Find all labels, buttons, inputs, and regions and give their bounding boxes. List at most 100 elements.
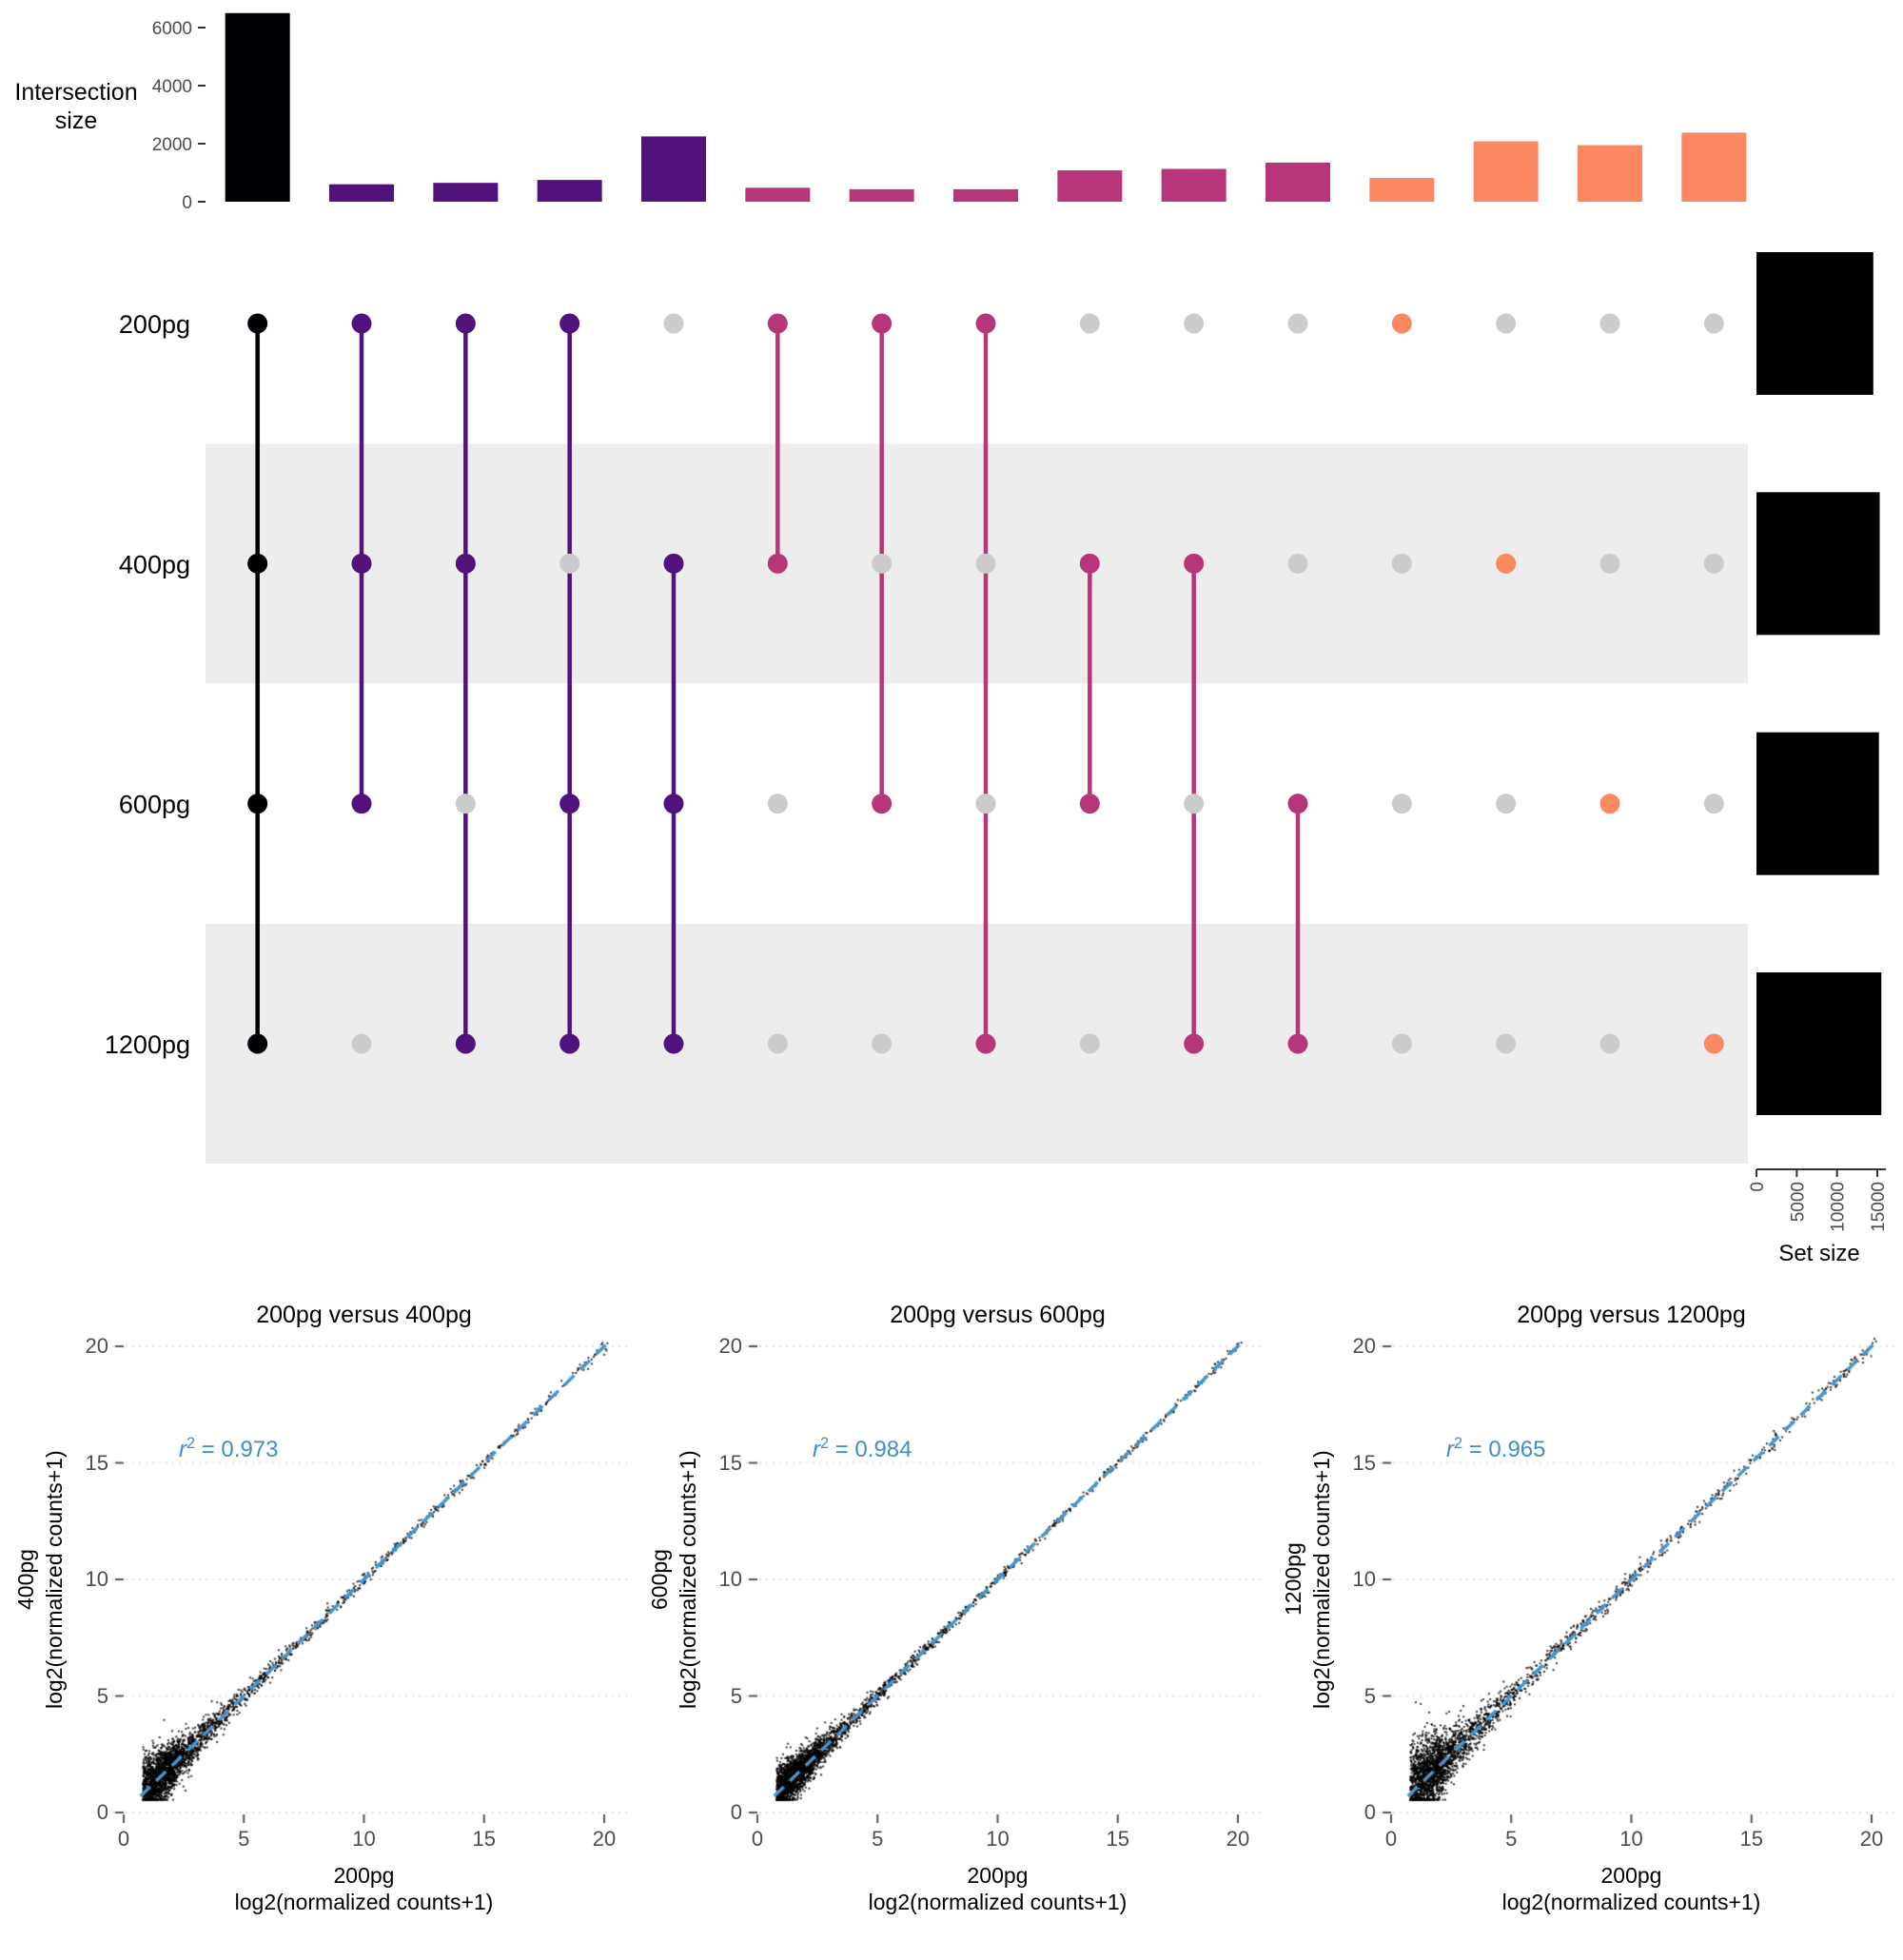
matrix-dot-active [351,313,372,334]
intersection-axis-tick-label: 2000 [152,135,192,155]
intersection-bar [1369,177,1435,202]
y-tick-label: 0 [730,1800,742,1824]
set-row-label: 400pg [119,550,190,578]
x-tick-label: 15 [1739,1827,1763,1851]
matrix-dot-active [559,794,580,814]
x-tick-label: 5 [872,1827,884,1851]
set-size-bar [1756,492,1880,636]
intersection-axis-title: Intersection [14,79,137,106]
r-symbol: r [179,1437,186,1462]
intersection-bar [329,184,394,202]
intersection-bar [225,12,290,202]
matrix-dot-active [1391,313,1412,334]
matrix-dot-active [247,553,268,574]
matrix-dot-active [1184,1033,1205,1054]
set-size-axis-tick-label: 15000 [1869,1182,1889,1232]
x-tick-label: 5 [1505,1827,1518,1851]
intersection-bar [953,188,1018,202]
y-axis-title-line1: 400pg [13,1549,38,1610]
x-tick-label: 20 [1859,1827,1884,1851]
matrix-dot-active [663,1033,684,1054]
scatter-canvas-2 [634,1294,1267,1960]
matrix-dot-active [247,794,268,814]
intersection-bar [641,136,706,202]
matrix-dot-active [1599,794,1620,814]
matrix-dot-active [247,313,268,334]
r-squared-value: = 0.984 [829,1437,912,1462]
matrix-dot-active [1496,553,1517,574]
matrix-dot-active [247,1033,268,1054]
matrix-dot-active [872,313,893,334]
matrix-dot-active [975,313,996,334]
matrix-dot-inactive [1079,1033,1100,1054]
matrix-dot-active [1184,553,1205,574]
intersection-axis-tick-label: 4000 [152,77,192,97]
y-axis-title-line1: 600pg [647,1549,672,1610]
intersection-bar [1578,145,1642,202]
r-symbol: r [1446,1437,1454,1462]
matrix-dot-inactive [872,1033,893,1054]
x-tick-label: 5 [238,1827,250,1851]
matrix-dot-inactive [1496,313,1517,334]
r-squared-annotation: r2 = 0.965 [1446,1435,1546,1463]
matrix-dot-inactive [1703,313,1724,334]
matrix-dot-active [455,553,476,574]
matrix-dot-inactive [975,553,996,574]
matrix-dot-inactive [1496,794,1517,814]
x-tick-label: 15 [1106,1827,1129,1851]
set-size-axis-tick-label: 5000 [1788,1182,1808,1222]
matrix-dot-inactive [1703,553,1724,574]
set-size-axis-title: Set size [1778,1241,1859,1266]
x-tick-label: 15 [472,1827,496,1851]
matrix-dot-inactive [1703,794,1724,814]
x-axis-title-line1: 200pg [1600,1863,1662,1888]
set-size-axis-tick-label: 10000 [1829,1182,1849,1232]
matrix-dot-active [1079,553,1100,574]
matrix-dot-inactive [1391,553,1412,574]
y-tick-label: 0 [1363,1800,1376,1824]
x-tick-label: 10 [1619,1827,1643,1851]
matrix-dot-inactive [1079,313,1100,334]
matrix-dot-active [455,1033,476,1054]
x-tick-label: 0 [117,1827,130,1851]
matrix-dot-inactive [975,794,996,814]
y-tick-label: 10 [1352,1567,1376,1591]
matrix-dot-active [559,1033,580,1054]
r-squared-annotation: r2 = 0.973 [179,1435,279,1463]
matrix-dot-inactive [455,794,476,814]
intersection-bar [849,188,914,202]
matrix-dot-active [767,313,788,334]
x-tick-label: 20 [592,1827,617,1851]
matrix-dot-active [872,794,893,814]
matrix-dot-active [455,313,476,334]
matrix-dot-inactive [559,553,580,574]
intersection-bar [1473,141,1539,202]
intersection-bar [1161,168,1226,202]
y-tick-label: 0 [96,1800,108,1824]
x-axis-title-line2: log2(normalized counts+1) [868,1890,1128,1914]
panel-title: 200pg versus 1200pg [1517,1302,1746,1328]
matrix-dot-inactive [1391,1033,1412,1054]
matrix-dot-inactive [1391,794,1412,814]
y-tick-label: 15 [1352,1450,1376,1475]
intersection-bar [1265,162,1330,202]
intersection-bar [433,183,499,202]
x-tick-label: 10 [986,1827,1010,1851]
y-tick-label: 5 [730,1683,742,1708]
scatter-panel-3: 200pg versus 1200pg 0 5 10 15 20 0 5 10 15 20 200pg… [1267,1294,1901,1960]
intersection-axis-tick-label: 6000 [152,19,192,39]
y-tick-label: 10 [85,1567,108,1591]
matrix-dot-inactive [1287,313,1308,334]
matrix-dot-active [975,1033,996,1054]
r-exponent: 2 [820,1435,830,1452]
x-tick-label: 0 [1384,1827,1398,1851]
intersection-axis-title: size [55,108,97,134]
x-tick-label: 20 [1226,1827,1250,1851]
matrix-dot-inactive [1184,794,1205,814]
y-tick-label: 5 [1363,1683,1376,1708]
scatter-panel-2: 200pg versus 600pg 0 5 10 15 20 0 5 10 15 20 200pg l… [634,1294,1267,1960]
r-squared-value: = 0.965 [1462,1437,1546,1462]
y-axis-title-line2: log2(normalized counts+1) [676,1450,700,1709]
y-tick-label: 15 [85,1450,108,1475]
